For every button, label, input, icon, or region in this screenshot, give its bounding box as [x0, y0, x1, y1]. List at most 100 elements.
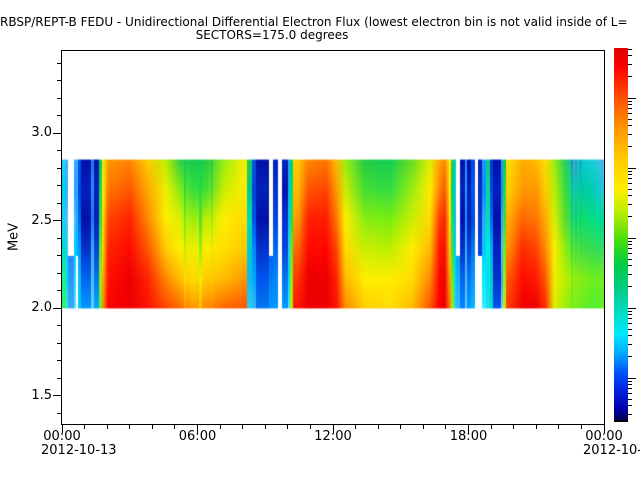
x-axis-minor-tick: [151, 425, 153, 429]
colorbar-major-tick: [628, 237, 636, 239]
colorbar-minor-tick: [628, 64, 632, 66]
x-axis-minor-tick: [106, 425, 108, 429]
colorbar-minor-tick: [628, 195, 632, 197]
x-axis-minor-tick: [219, 425, 221, 429]
colorbar-minor-tick: [628, 146, 632, 148]
colorbar-minor-tick: [628, 314, 632, 316]
y-axis-tick-label: 3.0: [31, 125, 52, 141]
colorbar-minor-tick: [628, 170, 632, 172]
y-axis-minor-tick: [57, 167, 61, 169]
colorbar-minor-tick: [628, 393, 632, 395]
colorbar-minor-tick: [628, 274, 632, 276]
colorbar-minor-tick: [628, 244, 632, 246]
colorbar-major-tick: [628, 377, 636, 379]
x-axis-tick-label: 00:00: [43, 429, 81, 444]
y-axis-minor-tick: [57, 255, 61, 257]
colorbar[interactable]: [614, 48, 628, 422]
x-axis-major-tick: [197, 425, 198, 433]
page-title: RBSP/REPT-B FEDU - Unidirectional Differ…: [0, 15, 628, 29]
x-axis-minor-tick: [309, 425, 311, 429]
x-axis-major-tick: [468, 425, 469, 433]
x-axis-minor-tick: [422, 425, 424, 429]
x-axis-minor-tick: [490, 425, 492, 429]
colorbar-minor-tick: [628, 253, 632, 255]
x-axis-major-tick: [61, 425, 63, 433]
y-axis-minor-tick: [57, 62, 61, 64]
x-axis-minor-tick: [129, 425, 131, 429]
spectrogram-canvas: [62, 51, 604, 424]
colorbar-minor-tick: [628, 188, 632, 190]
x-axis-minor-tick: [84, 425, 86, 429]
y-axis-minor-tick: [57, 80, 61, 82]
colorbar-minor-tick: [628, 335, 632, 337]
y-axis-minor-tick: [57, 325, 61, 327]
colorbar-minor-tick: [628, 405, 632, 407]
colorbar-minor-tick: [628, 104, 632, 106]
colorbar-minor-tick: [628, 216, 632, 218]
x-axis-minor-tick: [445, 425, 447, 429]
colorbar-minor-tick: [628, 100, 632, 102]
colorbar-minor-tick: [628, 248, 632, 250]
colorbar-minor-tick: [628, 384, 632, 386]
x-axis-tick-label: 06:00: [178, 429, 217, 444]
colorbar-minor-tick: [628, 108, 632, 110]
x-axis-tick-label: 18:00: [449, 429, 488, 444]
y-axis-tick-label: 2.0: [31, 300, 52, 316]
x-axis-minor-tick: [400, 425, 402, 429]
colorbar-minor-tick: [628, 310, 632, 312]
colorbar-minor-tick: [628, 118, 632, 120]
y-axis-tick-label: 2.5: [31, 212, 52, 228]
y-axis-minor-tick: [57, 342, 61, 344]
x-axis-tick-label: 00:00: [585, 429, 623, 444]
y-axis-minor-tick: [57, 97, 61, 99]
x-axis-minor-tick: [377, 425, 379, 429]
x-axis-minor-tick: [264, 425, 266, 429]
x-axis-minor-tick: [535, 425, 537, 429]
colorbar-minor-tick: [628, 125, 632, 127]
colorbar-minor-tick: [628, 356, 632, 358]
colorbar-minor-tick: [628, 414, 632, 416]
x-axis-minor-tick: [174, 425, 176, 429]
colorbar-major-tick: [628, 97, 636, 99]
colorbar-minor-tick: [628, 76, 632, 78]
y-axis-minor-tick: [57, 202, 61, 204]
colorbar-major-tick: [628, 307, 636, 309]
colorbar-minor-tick: [628, 265, 632, 267]
page-subtitle: SECTORS=175.0 degrees: [195, 28, 349, 42]
y-axis-minor-tick: [57, 290, 61, 292]
y-axis-minor-tick: [57, 237, 61, 239]
y-axis-minor-tick: [57, 377, 61, 379]
colorbar-minor-tick: [628, 48, 632, 50]
colorbar-minor-tick: [628, 328, 632, 330]
colorbar-minor-tick: [628, 318, 632, 320]
y-axis-major-tick: [53, 220, 61, 222]
colorbar-minor-tick: [628, 258, 632, 260]
y-axis-minor-tick: [57, 412, 61, 414]
colorbar-minor-tick: [628, 344, 632, 346]
colorbar-minor-tick: [628, 134, 632, 136]
plot-area[interactable]: [61, 50, 605, 425]
colorbar-minor-tick: [628, 388, 632, 390]
colorbar-minor-tick: [628, 380, 632, 382]
x-axis-minor-tick: [580, 425, 582, 429]
x-axis-major-tick: [332, 425, 334, 433]
colorbar-minor-tick: [628, 183, 632, 185]
colorbar-minor-tick: [628, 113, 632, 115]
x-axis-minor-tick: [513, 425, 515, 429]
colorbar-minor-tick: [628, 55, 632, 57]
y-axis-minor-tick: [57, 272, 61, 274]
colorbar-major-tick: [628, 167, 636, 169]
y-axis-minor-tick: [57, 150, 61, 152]
colorbar-minor-tick: [628, 204, 632, 206]
y-axis-minor-tick: [57, 115, 61, 117]
y-axis-tick-label: 1.5: [31, 387, 52, 403]
x-axis-minor-tick: [287, 425, 289, 429]
colorbar-minor-tick: [628, 323, 632, 325]
y-axis-major-tick: [53, 132, 61, 134]
colorbar-minor-tick: [628, 178, 632, 180]
y-axis-major-tick: [53, 307, 61, 309]
x-axis-date-label: 2012-10-13: [41, 443, 117, 458]
x-axis-minor-tick: [355, 425, 357, 429]
colorbar-minor-tick: [628, 240, 632, 242]
